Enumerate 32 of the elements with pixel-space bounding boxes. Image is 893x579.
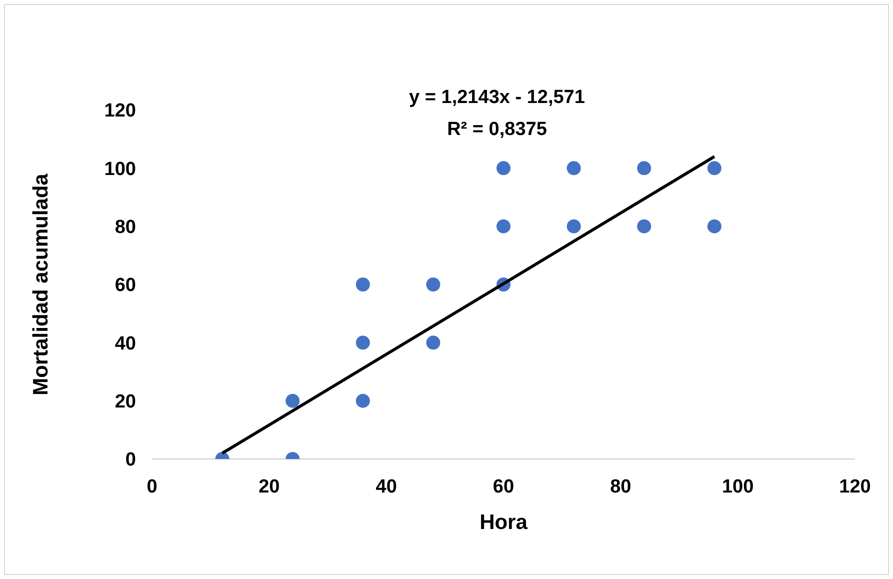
point bbox=[566, 219, 581, 234]
point bbox=[496, 161, 510, 176]
annotation: R² = 0,8375 bbox=[446, 118, 548, 142]
y-tick-label: 100 bbox=[104, 158, 136, 180]
point bbox=[707, 161, 722, 176]
point bbox=[637, 219, 652, 234]
x-tick-label: 60 bbox=[492, 476, 514, 498]
y-tick-label: 80 bbox=[114, 217, 136, 238]
point bbox=[356, 394, 370, 408]
x-axis-title: Hora bbox=[480, 511, 528, 534]
y-tick-label: 120 bbox=[104, 100, 136, 122]
x-tick-label: 20 bbox=[258, 476, 280, 498]
y-tick-label: 20 bbox=[114, 392, 136, 413]
point bbox=[707, 219, 722, 234]
point bbox=[426, 278, 440, 292]
x-tick-label: 0 bbox=[146, 476, 158, 498]
point bbox=[356, 336, 370, 350]
point bbox=[566, 161, 581, 176]
point bbox=[356, 278, 370, 292]
x-tick-label: 100 bbox=[722, 476, 754, 498]
x-tick-label: 120 bbox=[839, 476, 871, 498]
point bbox=[637, 161, 652, 176]
point bbox=[286, 394, 300, 408]
y-tick-label: 0 bbox=[125, 450, 136, 471]
text: y = 1,2143x - 12,571 bbox=[408, 86, 586, 110]
y-axis-title: Mortalidad acumulada bbox=[29, 173, 52, 396]
point bbox=[496, 219, 510, 234]
x-tick-label: 40 bbox=[376, 476, 397, 498]
y-tick-label: 60 bbox=[114, 275, 136, 296]
point bbox=[426, 336, 440, 350]
x-tick-label: 80 bbox=[610, 476, 632, 498]
y-tick-label: 40 bbox=[114, 333, 136, 354]
